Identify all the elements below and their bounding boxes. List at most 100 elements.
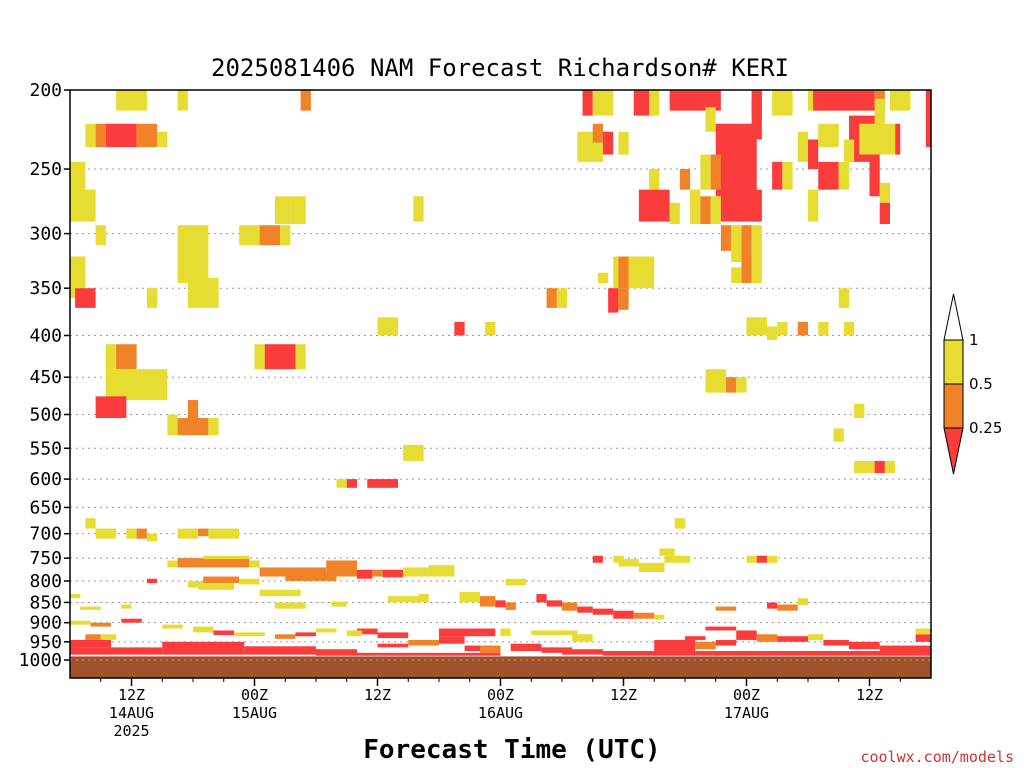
ri-cell: [300, 90, 311, 111]
ri-cell: [838, 161, 849, 190]
ri-cell: [710, 154, 721, 190]
ri-cell: [756, 555, 767, 563]
plot-frame: [69, 89, 932, 679]
ri-cell: [700, 196, 711, 225]
ri-cell: [208, 528, 240, 539]
ri-cell: [249, 560, 260, 568]
ri-cell: [562, 602, 578, 611]
ri-cell: [669, 202, 680, 225]
ri-cell: [121, 618, 142, 623]
ri-cell: [80, 606, 101, 610]
ri-cell: [95, 225, 106, 246]
ri-cell: [259, 589, 301, 597]
ri-cell: [603, 651, 931, 656]
ri-cell: [669, 90, 721, 111]
x-tick-label: 16AUG: [478, 704, 523, 722]
ri-cell: [546, 600, 562, 607]
ri-cell: [859, 123, 896, 155]
ri-cell: [203, 555, 250, 560]
ri-cell: [177, 418, 209, 436]
colorbar-yellow: [943, 339, 964, 385]
ri-cell: [715, 639, 737, 646]
ri-cell: [843, 321, 855, 336]
ri-cell: [818, 161, 839, 190]
ri-cell: [715, 606, 737, 611]
x-tick-label: 12Z: [118, 686, 145, 704]
y-tick-label: 1000: [19, 650, 62, 671]
ri-cell: [705, 626, 726, 631]
ri-cell: [603, 131, 614, 155]
ri-cell: [70, 189, 96, 222]
ri-cell: [705, 369, 726, 393]
ri-cell: [116, 90, 147, 111]
ri-cell: [664, 555, 691, 563]
ri-cell: [136, 528, 147, 539]
ri-cell: [146, 288, 158, 308]
ri-cell: [275, 602, 306, 609]
ri-cell: [70, 639, 111, 648]
ri-cell: [879, 645, 931, 653]
ri-cell: [167, 414, 178, 436]
ri-cell: [480, 645, 501, 653]
ri-cell: [726, 626, 737, 631]
chart-title: 2025081406 NAM Forecast Richardson# KERI: [211, 54, 789, 82]
ri-cell: [259, 225, 281, 246]
ri-cell: [505, 578, 527, 586]
ri-cell: [346, 479, 357, 488]
y-tick-label: 450: [29, 367, 62, 388]
ri-cell: [813, 90, 875, 111]
ground-layer: [70, 656, 931, 678]
colorbar: 1 0.5 0.25: [943, 293, 1002, 475]
colorbar-orange: [943, 383, 964, 429]
colorbar-label: 0.25: [969, 419, 1002, 437]
ri-cell: [592, 555, 603, 563]
ri-cell: [187, 400, 199, 419]
ri-cell: [177, 225, 209, 284]
ri-cell: [751, 225, 762, 284]
ri-cell: [418, 594, 429, 603]
ri-cell: [767, 326, 778, 340]
ri-cell: [767, 555, 778, 563]
y-tick-label: 750: [29, 548, 62, 569]
ri-cell: [382, 569, 404, 578]
ri-cell: [162, 624, 183, 629]
ri-cell: [367, 479, 398, 488]
ri-cell: [90, 622, 111, 627]
richardson-cells: [70, 90, 931, 656]
ri-cell: [679, 169, 691, 190]
ri-cell: [843, 139, 855, 162]
ri-cell: [715, 123, 757, 197]
ri-cell: [874, 460, 885, 474]
ri-cell: [485, 321, 496, 336]
ri-cell: [213, 630, 234, 636]
ri-cell: [146, 578, 158, 584]
ri-cell: [157, 131, 168, 148]
ri-cell: [121, 604, 132, 609]
ri-cell: [70, 620, 91, 625]
ri-cell: [244, 646, 316, 655]
ri-cell: [879, 182, 890, 203]
x-tick-label: 00Z: [733, 686, 760, 704]
ri-cell: [75, 288, 96, 308]
ri-cell: [95, 123, 106, 148]
ri-cell: [582, 90, 593, 116]
ri-cell: [505, 602, 516, 610]
ri-cell: [618, 288, 629, 310]
ri-cell: [608, 288, 619, 313]
ri-cell: [613, 610, 634, 619]
ri-cell: [285, 574, 337, 581]
ri-cell: [705, 107, 716, 132]
ri-cell: [126, 528, 137, 539]
ri-cell: [890, 90, 911, 111]
ri-cell: [208, 418, 219, 436]
ri-cell: [439, 628, 496, 637]
ri-cell: [751, 98, 762, 140]
ri-cell: [746, 317, 767, 336]
ri-cell: [403, 445, 424, 461]
y-tick-label: 250: [29, 159, 62, 180]
y-tick-label: 550: [29, 438, 62, 459]
ri-cell: [439, 636, 465, 644]
ri-cell: [869, 115, 880, 197]
